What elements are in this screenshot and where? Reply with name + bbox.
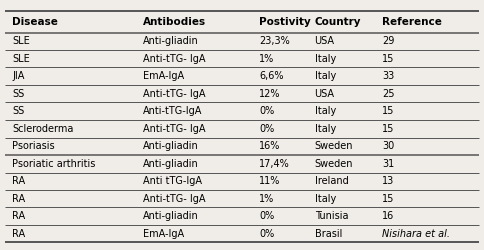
Text: 11%: 11%: [259, 176, 280, 186]
Text: Italy: Italy: [315, 194, 336, 204]
Text: 31: 31: [382, 159, 394, 169]
Text: JIA: JIA: [12, 71, 25, 81]
Text: 15: 15: [382, 124, 395, 134]
Text: 0%: 0%: [259, 106, 274, 116]
Text: Anti-tTG- IgA: Anti-tTG- IgA: [143, 89, 205, 99]
Text: Postivity: Postivity: [259, 17, 311, 27]
Text: 30: 30: [382, 141, 394, 151]
Text: Ireland: Ireland: [315, 176, 348, 186]
Text: RA: RA: [12, 229, 25, 239]
Text: RA: RA: [12, 194, 25, 204]
Text: Anti-gliadin: Anti-gliadin: [143, 36, 198, 46]
Text: 0%: 0%: [259, 124, 274, 134]
Text: EmA-IgA: EmA-IgA: [143, 71, 184, 81]
Text: 6,6%: 6,6%: [259, 71, 284, 81]
Text: 23,3%: 23,3%: [259, 36, 290, 46]
Text: Italy: Italy: [315, 54, 336, 64]
Text: 15: 15: [382, 54, 395, 64]
Text: Antibodies: Antibodies: [143, 17, 206, 27]
Text: Anti-tTG-IgA: Anti-tTG-IgA: [143, 106, 202, 116]
Text: USA: USA: [315, 89, 334, 99]
Text: Reference: Reference: [382, 17, 442, 27]
Text: SLE: SLE: [12, 54, 30, 64]
Text: 1%: 1%: [259, 194, 274, 204]
Text: Anti-gliadin: Anti-gliadin: [143, 159, 198, 169]
Text: Disease: Disease: [12, 17, 58, 27]
Text: Anti tTG-IgA: Anti tTG-IgA: [143, 176, 202, 186]
Text: 16%: 16%: [259, 141, 280, 151]
Text: Scleroderma: Scleroderma: [12, 124, 74, 134]
Text: 29: 29: [382, 36, 395, 46]
Text: 25: 25: [382, 89, 395, 99]
Text: 1%: 1%: [259, 54, 274, 64]
Text: 15: 15: [382, 106, 395, 116]
Text: Anti-tTG- IgA: Anti-tTG- IgA: [143, 54, 205, 64]
Text: Anti-gliadin: Anti-gliadin: [143, 211, 198, 221]
Text: SLE: SLE: [12, 36, 30, 46]
Text: 13: 13: [382, 176, 394, 186]
Text: Psoriasis: Psoriasis: [12, 141, 55, 151]
Text: Anti-gliadin: Anti-gliadin: [143, 141, 198, 151]
Text: Italy: Italy: [315, 124, 336, 134]
Text: RA: RA: [12, 176, 25, 186]
Text: 12%: 12%: [259, 89, 280, 99]
Text: Tunisia: Tunisia: [315, 211, 348, 221]
Text: 15: 15: [382, 194, 395, 204]
Text: Italy: Italy: [315, 106, 336, 116]
Text: 0%: 0%: [259, 229, 274, 239]
Text: Nisihara et al.: Nisihara et al.: [382, 229, 450, 239]
Text: Italy: Italy: [315, 71, 336, 81]
Text: USA: USA: [315, 36, 334, 46]
Text: Brasil: Brasil: [315, 229, 342, 239]
Text: Sweden: Sweden: [315, 141, 353, 151]
Text: SS: SS: [12, 106, 24, 116]
Text: EmA-IgA: EmA-IgA: [143, 229, 184, 239]
Text: Sweden: Sweden: [315, 159, 353, 169]
Text: Anti-tTG- IgA: Anti-tTG- IgA: [143, 194, 205, 204]
Text: Country: Country: [315, 17, 361, 27]
Text: 16: 16: [382, 211, 394, 221]
Text: Anti-tTG- IgA: Anti-tTG- IgA: [143, 124, 205, 134]
Text: RA: RA: [12, 211, 25, 221]
Text: Psoriatic arthritis: Psoriatic arthritis: [12, 159, 95, 169]
Text: 0%: 0%: [259, 211, 274, 221]
Text: 33: 33: [382, 71, 394, 81]
Text: 17,4%: 17,4%: [259, 159, 290, 169]
Text: SS: SS: [12, 89, 24, 99]
